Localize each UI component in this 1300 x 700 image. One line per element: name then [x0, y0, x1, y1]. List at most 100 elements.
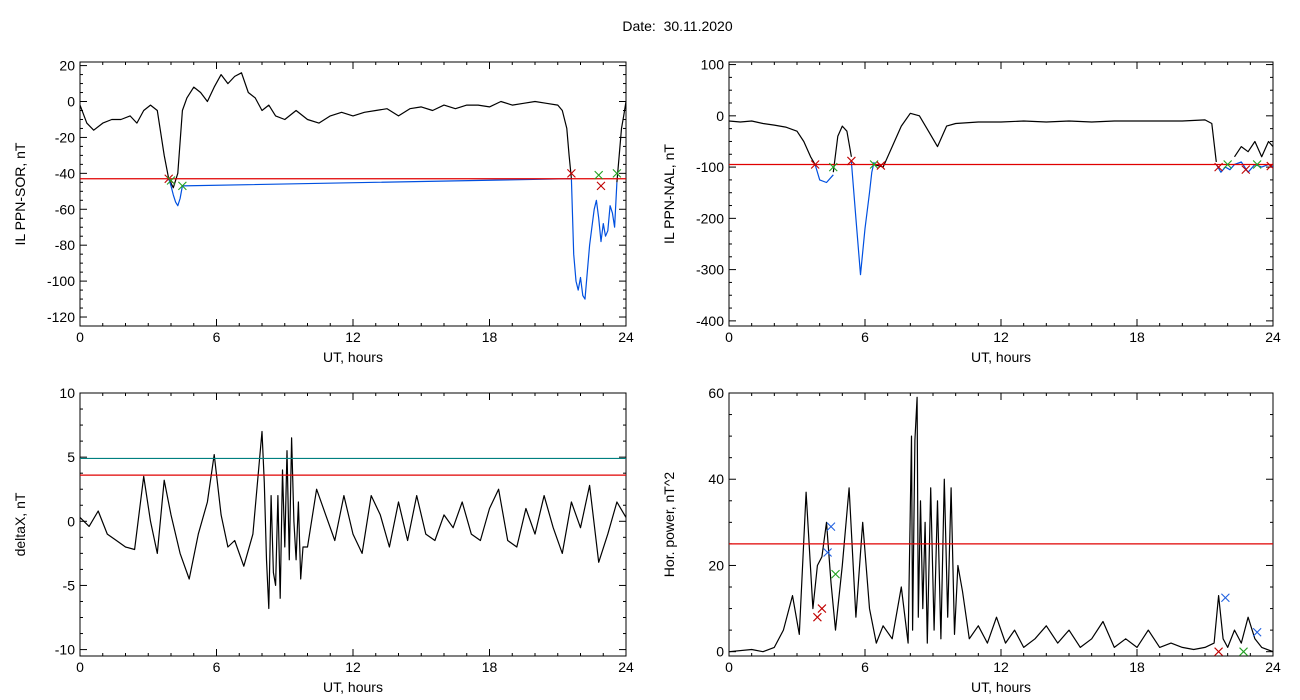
ppn-nal-ytick-label: -100	[696, 159, 724, 175]
ppn-sor-event-marker	[567, 168, 576, 178]
ppn-sor-series-line	[168, 178, 618, 300]
panel-deltax: 0 6 12 18 24 10 5 0 -5 -10 UT, hours deltaX, nT	[12, 385, 634, 695]
ppn-sor-ytick-label: -100	[47, 273, 75, 289]
ppn-sor-ytick-label: -40	[55, 165, 75, 181]
chart-title: Date: 30.11.2020	[622, 18, 733, 34]
hor-power-plot-area	[729, 396, 1273, 656]
ppn-nal-series-line	[814, 164, 834, 184]
ppn-nal-series-line	[1234, 140, 1273, 158]
ppn-nal-ytick-label: -300	[696, 262, 724, 278]
ppn-nal-xtick-label: 24	[1265, 329, 1281, 345]
ppn-sor-series-line	[80, 72, 572, 189]
deltax-ytick-label: -5	[63, 577, 76, 593]
ppn-nal-event-marker	[1252, 160, 1262, 169]
ppn-nal-event-marker	[876, 161, 886, 170]
ppn-sor-xtick-label: 18	[482, 329, 498, 345]
panel-ppn-sor: 0 6 12 18 24 20 0 -20 -40 -60 -80 -100 -120 UT, hours…	[12, 58, 634, 365]
hor-power-xlabel: UT, hours	[971, 679, 1031, 695]
ppn-sor-ytick-label: -80	[55, 237, 75, 253]
ppn-nal-event-marker	[1214, 162, 1223, 172]
hor-power-event-marker	[817, 604, 827, 613]
deltax-xlabel: UT, hours	[323, 679, 383, 695]
deltax-xtick-label: 18	[482, 659, 498, 675]
ppn-nal-event-marker	[1241, 165, 1251, 175]
deltax-plot-area	[80, 430, 626, 610]
hor-power-event-marker	[831, 569, 840, 579]
deltax-xtick-label: 6	[213, 659, 221, 675]
deltax-series-line	[80, 430, 626, 610]
hor-power-ytick-label: 40	[708, 471, 724, 487]
ppn-nal-event-marker	[847, 156, 856, 166]
ppn-nal-plot-area	[729, 112, 1273, 276]
ppn-nal-ytick-label: -200	[696, 210, 724, 226]
hor-power-event-marker	[813, 612, 822, 622]
ppn-nal-series-line	[1215, 161, 1273, 173]
hor-power-event-marker	[823, 548, 832, 557]
deltax-ytick-label: 10	[59, 385, 75, 401]
ppn-sor-ylabel: IL PPN-SOR, nT	[12, 142, 28, 245]
ppn-nal-ytick-label: 0	[716, 108, 724, 124]
ppn-sor-event-marker	[166, 176, 176, 185]
panel-hor-power: 0 6 12 18 24 60 40 20 0 UT, hours Hor. power, nT^2	[661, 385, 1281, 695]
ppn-sor-xlabel: UT, hours	[323, 349, 383, 365]
ppn-sor-event-marker	[177, 181, 187, 191]
ppn-sor-plot-area	[80, 72, 626, 300]
deltax-frame	[79, 392, 627, 657]
hor-power-event-marker	[1214, 647, 1223, 656]
hor-power-xtick-label: 24	[1265, 659, 1281, 675]
ppn-sor-ytick-label: -60	[55, 201, 75, 217]
ppn-nal-series-line	[729, 120, 816, 165]
ppn-sor-ytick-label: 0	[67, 94, 75, 110]
ppn-nal-event-marker	[1223, 160, 1233, 169]
ppn-sor-xtick-label: 12	[345, 329, 361, 345]
hor-power-ytick-label: 20	[708, 557, 724, 573]
deltax-ytick-label: 5	[67, 449, 75, 465]
ppn-nal-xtick-label: 18	[1129, 329, 1145, 345]
ppn-nal-event-marker	[810, 160, 820, 169]
ppn-sor-ytick-label: -120	[47, 309, 75, 325]
ppn-nal-series-line	[873, 112, 1217, 168]
ppn-nal-xtick-label: 0	[725, 329, 733, 345]
hor-power-ylabel: Hor. power, nT^2	[661, 472, 677, 578]
deltax-xtick-label: 0	[76, 659, 84, 675]
hor-power-event-marker	[826, 522, 836, 532]
panel-ppn-nal: 0 6 12 18 24 100 0 -100 -200 -300 -400 UT, hours IL …	[661, 57, 1281, 365]
ppn-sor-frame	[79, 61, 627, 327]
ppn-sor-ytick-label: 20	[59, 58, 75, 74]
ppn-sor-xtick-label: 0	[76, 329, 84, 345]
hor-power-xtick-label: 6	[861, 659, 869, 675]
hor-power-event-marker	[1239, 647, 1248, 656]
ppn-sor-xtick-label: 24	[618, 329, 634, 345]
ppn-sor-event-marker	[596, 181, 606, 191]
hor-power-event-marker	[1252, 627, 1262, 637]
deltax-ylabel: deltaX, nT	[12, 492, 28, 556]
ppn-sor-series-line	[616, 101, 626, 183]
ppn-sor-event-marker	[594, 170, 604, 180]
hor-power-event-marker	[1221, 593, 1230, 603]
ppn-nal-ytick-label: 100	[701, 57, 725, 73]
ppn-sor-xtick-label: 6	[213, 329, 221, 345]
deltax-ytick-label: 0	[67, 513, 75, 529]
ppn-nal-xlabel: UT, hours	[971, 349, 1031, 365]
ppn-nal-ylabel: IL PPN-NAL, nT	[661, 144, 677, 244]
hor-power-xtick-label: 12	[993, 659, 1009, 675]
ppn-nal-series-line	[832, 125, 852, 173]
ppn-nal-event-marker	[828, 162, 838, 172]
ppn-nal-series-line	[850, 161, 875, 276]
ppn-sor-event-marker	[612, 168, 622, 178]
hor-power-series-line	[729, 396, 1273, 653]
hor-power-ytick-label: 0	[716, 644, 724, 660]
ppn-nal-xtick-label: 12	[993, 329, 1009, 345]
ppn-nal-xtick-label: 6	[861, 329, 869, 345]
deltax-xtick-label: 12	[345, 659, 361, 675]
deltax-xtick-label: 24	[618, 659, 634, 675]
hor-power-frame	[728, 392, 1274, 657]
hor-power-ytick-label: 60	[708, 385, 724, 401]
ppn-sor-ytick-label: -20	[55, 129, 75, 145]
ppn-nal-ytick-label: -400	[696, 313, 724, 329]
deltax-ytick-label: -10	[55, 642, 75, 658]
ppn-nal-frame	[728, 61, 1274, 327]
ppn-nal-event-marker	[1266, 161, 1273, 171]
hor-power-xtick-label: 0	[725, 659, 733, 675]
